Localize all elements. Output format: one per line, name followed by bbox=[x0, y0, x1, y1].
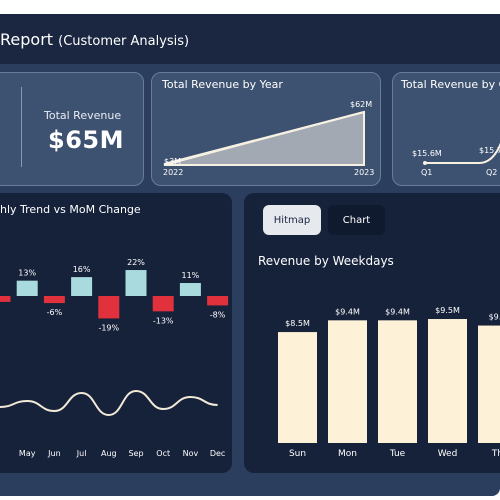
revenue-by-qtr-line bbox=[425, 142, 500, 164]
revenue-by-year-title: Total Revenue by Year bbox=[162, 78, 283, 91]
kpi-card bbox=[0, 72, 144, 186]
weekday-tick-05: Th bbox=[491, 449, 500, 459]
revenue-by-year-x-end: 2023 bbox=[354, 168, 374, 177]
revenue-by-qtr-x-q1: Q1 bbox=[421, 168, 432, 177]
mom-bar-label-09: -8% bbox=[210, 310, 226, 319]
month-tick-05: Aug bbox=[101, 449, 117, 458]
mom-bar-label-05: -19% bbox=[98, 323, 119, 332]
kpi-label: Total Revenue bbox=[44, 109, 122, 122]
revenue-by-year-x-start: 2022 bbox=[163, 168, 183, 177]
weekday-bar-03 bbox=[378, 320, 417, 443]
weekday-bar-04 bbox=[428, 319, 467, 443]
mom-bar-06 bbox=[125, 270, 147, 296]
revenue-by-year-end-label: $62M bbox=[350, 100, 372, 109]
revenue-by-qtr-q1-label: $15.6M bbox=[412, 149, 442, 158]
month-tick-09: Dec bbox=[210, 449, 225, 458]
hitmap-toggle-button[interactable]: Hitmap bbox=[263, 205, 321, 235]
mom-bar-label-04: 16% bbox=[73, 265, 91, 274]
revenue-by-qtr-point-q1 bbox=[423, 161, 427, 165]
month-tick-08: Nov bbox=[183, 449, 199, 458]
header-bar bbox=[0, 14, 500, 64]
revenue-by-qtr-chart: $15.6M $15.7 Q1 Q2 bbox=[412, 142, 500, 177]
weekdays-chart: $8.5M Sun $9.4M Mon $9.4M Tue $9.5M Wed $9.0 Th bbox=[278, 306, 500, 459]
mom-bar-07 bbox=[152, 296, 174, 312]
month-tick-02: May bbox=[19, 449, 36, 458]
mom-bar-label-02: 13% bbox=[18, 269, 36, 278]
monthly-trend-panel: hly Trend vs MoM Change 13% May -6% Jun 16% J… bbox=[0, 193, 232, 473]
mom-bar-09 bbox=[207, 296, 229, 306]
mom-bar-label-08: 11% bbox=[182, 271, 200, 280]
weekday-tick-04: Wed bbox=[438, 449, 458, 459]
monthly-trend-line bbox=[0, 389, 218, 417]
revenue-by-qtr-title: Total Revenue by Qtr bbox=[401, 78, 500, 91]
chart-toggle-button[interactable]: Chart bbox=[328, 205, 385, 235]
weekday-value-04: $9.5M bbox=[435, 306, 460, 315]
month-tick-06: Sep bbox=[128, 449, 143, 458]
revenue-by-qtr-x-q2: Q2 bbox=[486, 168, 497, 177]
kpi-divider bbox=[21, 87, 22, 167]
weekday-value-05: $9.0 bbox=[489, 313, 500, 322]
mom-bar-label-06: 22% bbox=[127, 258, 145, 267]
weekday-bar-01 bbox=[278, 332, 317, 443]
weekday-bar-02 bbox=[328, 320, 367, 443]
mom-bar-02 bbox=[16, 280, 38, 296]
weekday-value-01: $8.5M bbox=[285, 319, 310, 328]
revenue-by-year-start-label: $3M bbox=[164, 157, 181, 166]
page-title: Report (Customer Analysis) bbox=[0, 30, 189, 49]
weekday-tick-03: Tue bbox=[389, 449, 406, 459]
revenue-by-qtr-q2-label: $15.7 bbox=[479, 146, 500, 155]
month-tick-07: Oct bbox=[156, 449, 170, 458]
page-subtitle: (Customer Analysis) bbox=[58, 34, 190, 49]
monthly-trend-chart: hly Trend vs MoM Change 13% May -6% Jun 16% J… bbox=[0, 203, 229, 458]
month-tick-03: Jun bbox=[47, 449, 61, 458]
weekday-tick-01: Sun bbox=[289, 449, 306, 459]
month-tick-04: Jul bbox=[76, 449, 87, 458]
revenue-by-year-chart: $3M $62M 2022 2023 bbox=[163, 100, 374, 177]
page-title-text: Report bbox=[0, 30, 54, 49]
mom-bar-label-03: -6% bbox=[47, 308, 63, 317]
revenue-by-year-line bbox=[163, 111, 365, 165]
mom-bar-04 bbox=[71, 277, 93, 296]
revenue-by-year-card: Total Revenue by Year $3M $62M 2022 2023 bbox=[151, 72, 381, 186]
monthly-trend-title: hly Trend vs MoM Change bbox=[0, 203, 141, 216]
revenue-by-qtr-card: Total Revenue by Qtr $15.6M $15.7 Q1 Q2 bbox=[392, 72, 500, 186]
weekdays-chart-title: Revenue by Weekdays bbox=[258, 254, 394, 268]
mom-bar-label-07: -13% bbox=[153, 316, 174, 325]
weekday-tick-02: Mon bbox=[338, 449, 357, 459]
weekday-value-02: $9.4M bbox=[335, 307, 360, 316]
mom-bar-03 bbox=[43, 296, 65, 304]
mom-bar-08 bbox=[179, 283, 201, 296]
weekday-bar-05 bbox=[478, 325, 500, 443]
weekday-value-03: $9.4M bbox=[385, 307, 410, 316]
mom-bar-05 bbox=[98, 296, 120, 319]
kpi-value: $65M bbox=[48, 126, 124, 154]
mom-bar-01 bbox=[0, 296, 11, 302]
